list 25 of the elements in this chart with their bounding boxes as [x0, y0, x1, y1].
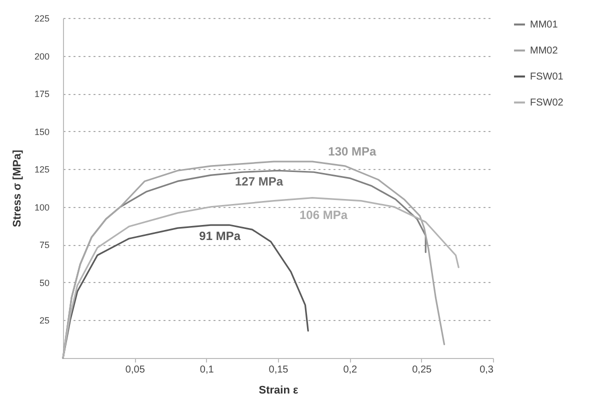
y-tick-label: 175: [34, 89, 50, 100]
y-tick-label: 50: [39, 278, 50, 288]
y-tick-label: 125: [34, 164, 50, 175]
legend-label: FSW02: [530, 98, 564, 108]
annotation: 127 MPa: [235, 174, 284, 189]
annotation: 91 MPa: [199, 229, 241, 244]
legend-label: MM01: [530, 20, 558, 30]
y-tick-label: 75: [39, 240, 50, 250]
x-tick-label: 0,05: [125, 364, 146, 376]
y-tick-label: 200: [34, 51, 50, 62]
legend-label: MM02: [530, 46, 558, 56]
annotation: 130 MPa: [328, 144, 377, 159]
y-tick-label: 100: [34, 202, 50, 212]
annotation: 106 MPa: [300, 208, 348, 222]
x-tick-label: 0,2: [343, 364, 358, 376]
y-tick-label: 25: [39, 316, 50, 326]
legend-label: FSW01: [530, 72, 564, 82]
y-tick-label: 225: [34, 14, 50, 24]
x-tick-label: 0,3: [480, 364, 494, 376]
y-tick-label: 150: [34, 126, 50, 137]
x-tick-label: 0,15: [268, 364, 289, 376]
x-axis-title: Strain ε: [258, 384, 300, 396]
x-tick-label: 0,25: [412, 364, 432, 376]
x-tick-label: 0,1: [200, 364, 214, 376]
y-axis-title: Stress σ [MPa]: [11, 150, 24, 228]
